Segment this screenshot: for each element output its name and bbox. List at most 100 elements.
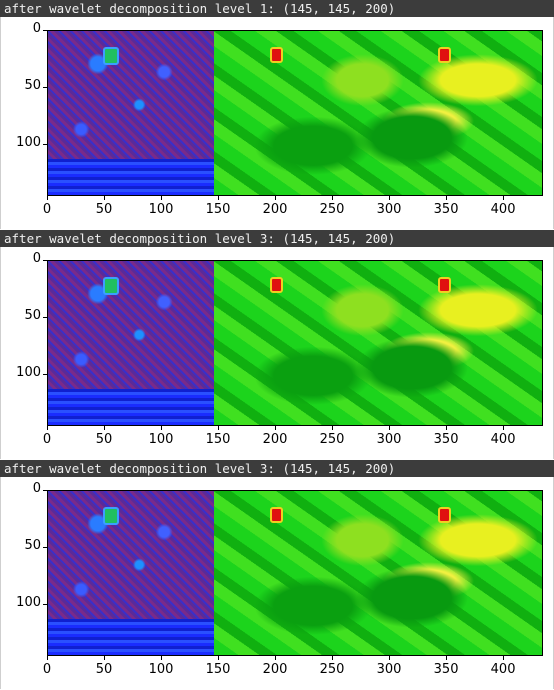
image-hotspot [270, 507, 283, 523]
x-tick-mark [388, 196, 390, 200]
x-tick-mark [160, 426, 162, 430]
x-tick-mark [217, 426, 219, 430]
vegetation-panel-image [214, 31, 542, 195]
x-tick-mark [46, 426, 48, 430]
x-tick-mark [331, 196, 333, 200]
x-tick-label: 200 [262, 202, 288, 217]
x-tick-label: 50 [95, 662, 113, 677]
y-tick-label: 50 [24, 78, 41, 94]
x-tick-mark [388, 656, 390, 660]
vegetation-panel-image [214, 261, 542, 425]
x-tick-mark [46, 196, 48, 200]
output-cell: after wavelet decomposition level 3: (14… [0, 230, 554, 460]
x-tick-label: 150 [205, 432, 231, 447]
y-tick-mark [43, 546, 47, 548]
x-tick-mark [217, 656, 219, 660]
image-hotspot [270, 277, 283, 293]
x-tick-label: 50 [95, 432, 113, 447]
y-tick-mark [43, 29, 47, 31]
x-tick-mark [160, 656, 162, 660]
x-tick-label: 100 [148, 432, 174, 447]
x-tick-mark [103, 656, 105, 660]
x-tick-label: 400 [490, 202, 516, 217]
x-tick-mark [274, 196, 276, 200]
cell-output: 0 50 100 150 200 250 300 350 400 0 50 100 [0, 247, 554, 459]
y-tick-label: 0 [32, 21, 41, 36]
cell-header: after wavelet decomposition level 1: (14… [0, 0, 554, 17]
y-tick-label: 50 [24, 308, 41, 324]
x-tick-label: 0 [42, 662, 52, 677]
x-tick-mark [274, 656, 276, 660]
image-feature [103, 47, 119, 65]
x-tick-label: 400 [490, 662, 516, 677]
image-hotspot [438, 47, 451, 63]
image-hotspot [438, 507, 451, 523]
x-tick-label: 250 [319, 202, 345, 217]
x-tick-label: 0 [42, 202, 52, 217]
x-tick-label: 300 [376, 662, 402, 677]
x-tick-mark [160, 196, 162, 200]
spectral-panel-image [48, 261, 214, 425]
x-tick-mark [217, 196, 219, 200]
x-tick-mark [274, 426, 276, 430]
image-band [48, 388, 214, 425]
y-tick-label: 0 [32, 481, 41, 496]
x-tick-mark [103, 426, 105, 430]
y-tick-mark [43, 259, 47, 261]
y-tick-mark [43, 373, 47, 375]
spectral-panel-image [48, 491, 214, 655]
image-hotspot [438, 277, 451, 293]
cell-header: after wavelet decomposition level 3: (14… [0, 230, 554, 247]
image-plot [47, 260, 543, 426]
image-plot [47, 30, 543, 196]
x-tick-label: 250 [319, 662, 345, 677]
cell-output: 0 50 100 150 200 250 300 350 400 0 50 100 [0, 17, 554, 229]
vegetation-panel-image [214, 491, 542, 655]
x-tick-label: 100 [148, 202, 174, 217]
x-tick-label: 150 [205, 662, 231, 677]
y-tick-label: 100 [16, 365, 41, 381]
x-tick-mark [388, 426, 390, 430]
image-plot [47, 490, 543, 656]
x-tick-label: 350 [433, 662, 459, 677]
x-tick-mark [502, 656, 504, 660]
x-tick-mark [46, 656, 48, 660]
image-hotspot [270, 47, 283, 63]
x-tick-mark [502, 196, 504, 200]
x-tick-label: 150 [205, 202, 231, 217]
x-tick-mark [445, 656, 447, 660]
y-tick-mark [43, 603, 47, 605]
x-tick-label: 350 [433, 432, 459, 447]
y-tick-mark [43, 86, 47, 88]
y-tick-label: 0 [32, 251, 41, 266]
x-tick-mark [103, 196, 105, 200]
output-cell: after wavelet decomposition level 3: (14… [0, 460, 554, 690]
x-tick-mark [502, 426, 504, 430]
cell-header: after wavelet decomposition level 3: (14… [0, 460, 554, 477]
x-tick-label: 200 [262, 432, 288, 447]
x-tick-label: 300 [376, 202, 402, 217]
x-tick-label: 300 [376, 432, 402, 447]
image-band [48, 618, 214, 655]
y-tick-label: 50 [24, 538, 41, 554]
x-tick-label: 200 [262, 662, 288, 677]
output-cell: after wavelet decomposition level 1: (14… [0, 0, 554, 230]
x-tick-label: 0 [42, 432, 52, 447]
x-tick-mark [331, 426, 333, 430]
image-band [48, 158, 214, 195]
y-tick-mark [43, 316, 47, 318]
cell-output: 0 50 100 150 200 250 300 350 400 0 50 100 [0, 477, 554, 689]
x-tick-mark [445, 426, 447, 430]
x-tick-label: 350 [433, 202, 459, 217]
x-tick-label: 100 [148, 662, 174, 677]
y-tick-mark [43, 143, 47, 145]
x-tick-label: 250 [319, 432, 345, 447]
x-tick-mark [445, 196, 447, 200]
y-tick-mark [43, 489, 47, 491]
spectral-panel-image [48, 31, 214, 195]
y-tick-label: 100 [16, 595, 41, 611]
x-tick-label: 400 [490, 432, 516, 447]
image-feature [103, 277, 119, 295]
x-tick-mark [331, 656, 333, 660]
y-tick-label: 100 [16, 135, 41, 151]
